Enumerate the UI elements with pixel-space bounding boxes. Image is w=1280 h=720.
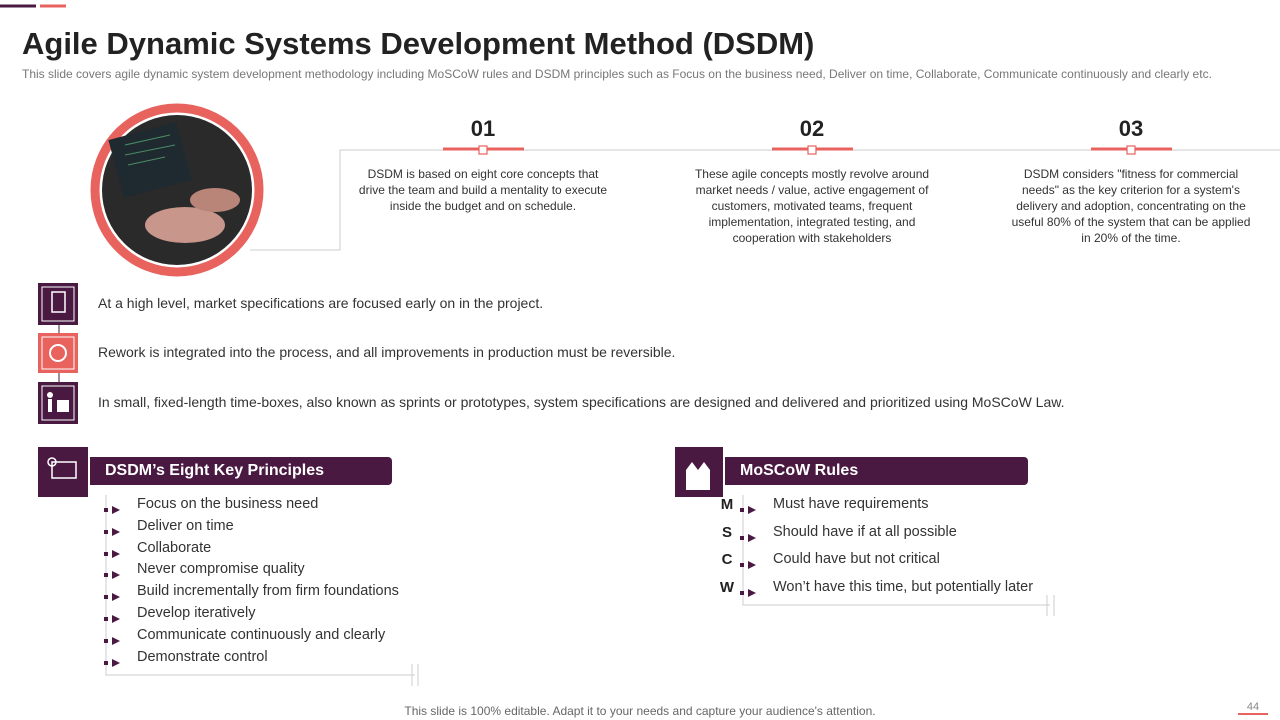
bullet — [104, 545, 122, 558]
step-number: 01 — [470, 116, 496, 141]
step-text: DSDM is based on eight core concepts tha… — [358, 167, 608, 213]
rule-text: Won’t have this time, but potentially la… — [773, 578, 1034, 595]
bullet — [104, 610, 122, 623]
subtitle: This slide covers agile dynamic system d… — [22, 67, 1212, 81]
bullet-icon — [104, 636, 120, 645]
principle: Demonstrate control — [137, 648, 268, 665]
point-text: At a high level, market specifications a… — [98, 295, 544, 311]
step-number: 02 — [799, 116, 825, 141]
bullet — [104, 523, 122, 536]
bullet — [740, 556, 758, 569]
rule-text: Must have requirements — [773, 496, 929, 512]
rule-letter: S — [721, 523, 732, 541]
bullet-icon — [740, 561, 756, 569]
bullet-icon — [104, 571, 120, 580]
bullet-icon — [104, 527, 120, 536]
point-text: Rework is integrated into the process, a… — [98, 344, 676, 360]
bullet-icon — [104, 549, 120, 558]
bullet-icon — [740, 588, 756, 597]
principle: Focus on the business need — [137, 496, 319, 512]
principle: Never compromise quality — [137, 561, 305, 578]
step-number: 03 — [1118, 116, 1144, 141]
bullet — [104, 501, 122, 514]
principle: Build incrementally from firm foundation… — [137, 583, 399, 600]
bullet — [104, 566, 122, 580]
bullet — [104, 588, 122, 602]
bullet-icon — [740, 506, 756, 514]
rule-text: Could have but not critical — [773, 551, 940, 567]
rule-letter: W — [719, 578, 735, 596]
step-text: These agile concepts mostly revolve arou… — [694, 167, 930, 245]
section-header: DSDM’s Eight Key Principles — [90, 457, 392, 485]
bullet — [740, 584, 758, 597]
bullet-icon — [104, 658, 120, 667]
principle: Collaborate — [137, 539, 212, 556]
footer-note: This slide is 100% editable. Adapt it to… — [404, 704, 876, 718]
bullet — [104, 632, 122, 645]
bullet — [740, 501, 758, 514]
principle: Deliver on time — [137, 517, 234, 534]
point-text: In small, fixed-length time-boxes, also … — [98, 394, 1065, 410]
bullet-icon — [104, 615, 120, 623]
rule-letter: C — [721, 551, 733, 568]
section-header: MoSCoW Rules — [725, 457, 1028, 485]
bullet-icon — [740, 533, 756, 542]
bullet-icon — [104, 593, 120, 602]
title: Agile Dynamic Systems Development Method… — [22, 26, 815, 61]
rule-text: Should have if at all possible — [773, 523, 957, 540]
bullet — [104, 654, 122, 667]
bullet — [740, 529, 758, 542]
step-text: DSDM considers "fitness for commercial n… — [1011, 167, 1251, 245]
bullet-icon — [104, 506, 120, 514]
page-number: 44 — [1246, 701, 1260, 713]
principle: Communicate continuously and clearly — [137, 626, 386, 643]
principle: Develop iteratively — [137, 605, 256, 621]
rule-letter: M — [720, 496, 734, 513]
